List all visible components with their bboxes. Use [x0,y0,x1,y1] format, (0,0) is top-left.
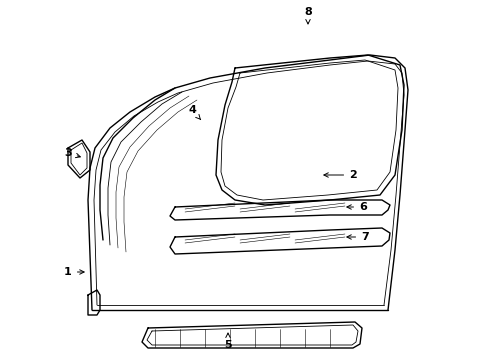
Text: 8: 8 [304,7,312,24]
Text: 1: 1 [64,267,84,277]
Text: 5: 5 [224,333,232,350]
Text: 6: 6 [347,202,367,212]
Text: 7: 7 [347,232,369,242]
Text: 2: 2 [324,170,357,180]
Text: 3: 3 [64,148,80,158]
Text: 4: 4 [188,105,200,120]
